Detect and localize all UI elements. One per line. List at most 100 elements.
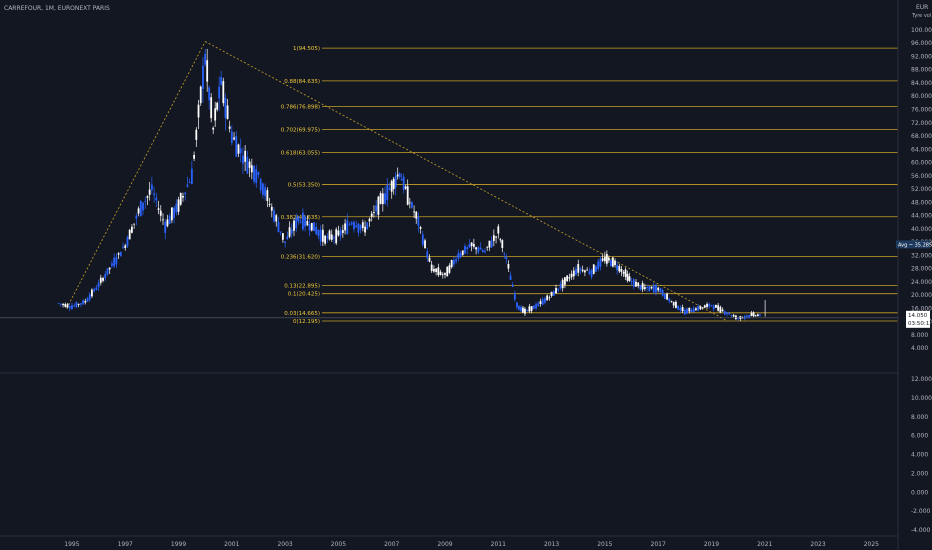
candle-body — [77, 303, 80, 305]
candle-body — [524, 308, 526, 314]
candle-body — [324, 235, 326, 244]
candle-body — [661, 289, 664, 296]
candle-body — [381, 193, 384, 205]
candle-body — [295, 217, 298, 229]
candle-body — [607, 257, 610, 261]
candle-body — [695, 308, 697, 311]
candle-body — [699, 306, 702, 310]
candle-body — [71, 305, 73, 310]
candle-body — [390, 180, 393, 192]
trend-lines[interactable] — [66, 41, 728, 322]
candle-body — [564, 277, 566, 285]
time-axis[interactable]: 1995 1997 1999 2001 2003 2005 2007 2009 2011 2013… — [64, 541, 879, 548]
candle-body — [255, 169, 258, 184]
candle-body — [133, 223, 136, 225]
y-tick-label-lower: 2.000 — [911, 470, 928, 477]
candle-body — [475, 247, 477, 250]
candle-body — [426, 251, 429, 258]
symbol-title: CARREFOUR, 1M, EURONEXT PARIS — [4, 5, 110, 12]
candle-body — [162, 219, 164, 221]
fib-level-label: 0(12.195) — [293, 319, 320, 325]
candle-body — [444, 272, 446, 275]
candle-body — [703, 305, 706, 308]
candle-body — [319, 229, 322, 242]
candle-body — [663, 293, 666, 300]
candle-body — [717, 305, 720, 311]
candle-body — [137, 208, 140, 214]
candle-body — [359, 224, 362, 230]
x-tick-label: 2025 — [864, 541, 879, 548]
candle-body — [148, 189, 151, 195]
candle-body — [373, 212, 375, 213]
candle-body — [293, 220, 295, 231]
candle-body — [646, 287, 648, 289]
candle-body — [357, 223, 360, 233]
candle-body — [59, 303, 62, 305]
candle-body — [135, 215, 138, 219]
candle-body — [484, 250, 486, 253]
candle-body — [220, 76, 223, 85]
avg-badge-label: Avg ~ 35.285 — [898, 242, 932, 248]
candle-body — [308, 224, 311, 231]
candle-body — [648, 286, 651, 292]
candle-body — [505, 256, 508, 259]
y-tick-label: 28.000 — [911, 266, 932, 273]
candle-body — [355, 225, 358, 228]
candle-body — [692, 308, 695, 313]
candle-body — [190, 168, 193, 185]
candle-body — [479, 247, 482, 250]
candle-body — [377, 196, 380, 215]
y-tick-label-lower: -2.000 — [911, 508, 931, 515]
candle-body — [637, 282, 640, 286]
candle-body — [93, 289, 96, 292]
candle-body — [683, 310, 686, 315]
candle-body — [415, 211, 418, 219]
candle-body — [124, 245, 127, 248]
trend-line-down[interactable] — [204, 41, 728, 322]
candle-body — [131, 226, 133, 233]
y-tick-label-lower: -4.000 — [911, 527, 931, 534]
y-tick-label: 60.000 — [911, 160, 932, 167]
candle-body — [398, 173, 401, 178]
candle-body — [193, 154, 195, 159]
candle-body — [99, 277, 102, 283]
candle-body — [470, 242, 473, 247]
candle-body — [548, 297, 551, 299]
candle-body — [348, 224, 351, 226]
candle-body — [586, 269, 589, 271]
candle-body — [386, 184, 389, 201]
candle-body — [273, 210, 275, 222]
candle-body — [464, 245, 466, 254]
candle-body — [170, 207, 173, 221]
candle-body — [226, 105, 229, 119]
candle-body — [282, 233, 284, 240]
candle-body — [670, 300, 673, 302]
candle-body — [424, 240, 426, 249]
countdown-label: 03:50:12 — [908, 321, 932, 327]
candle-body — [486, 246, 489, 248]
candle-body — [253, 165, 255, 182]
candle-body — [599, 258, 602, 267]
fibonacci-retracement[interactable]: 1(94.505) 0.88(84.635) 0.786(76.898) 0.702(… — [281, 46, 898, 325]
candle-body — [513, 293, 516, 300]
candle-body — [173, 207, 175, 218]
candle-body — [164, 222, 167, 233]
candle-body — [284, 241, 287, 243]
candle-body — [297, 216, 300, 222]
candle-body — [481, 250, 484, 253]
x-tick-label: 2013 — [544, 541, 559, 548]
candle-body — [388, 188, 391, 190]
candle-body — [643, 287, 646, 290]
candle-body — [233, 137, 235, 140]
candle-body — [737, 318, 740, 320]
candle-body — [408, 202, 411, 204]
candle-body — [84, 300, 87, 303]
fib-level-label: 0.88(84.635) — [284, 79, 320, 85]
y-tick-label: 40.000 — [911, 226, 932, 233]
candle-body — [746, 315, 748, 317]
currency-label[interactable]: EUR — [916, 4, 928, 11]
candle-body — [632, 279, 635, 287]
candle-body — [561, 279, 564, 289]
candle-body — [339, 230, 342, 236]
